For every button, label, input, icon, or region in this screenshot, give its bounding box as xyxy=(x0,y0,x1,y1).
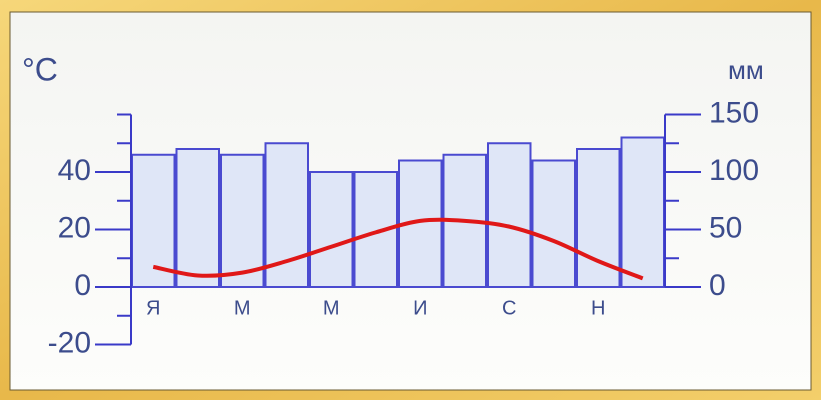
bar xyxy=(531,159,576,288)
bar xyxy=(309,171,354,288)
y2-tick-label: 150 xyxy=(709,96,759,129)
y2-tick-label: 0 xyxy=(709,269,726,302)
x-tick-label: Я xyxy=(146,297,160,319)
x-tick-label: И xyxy=(413,297,427,319)
x-tick-label: М xyxy=(323,297,340,319)
temperature-line xyxy=(152,217,644,281)
y-axis-label: °C xyxy=(22,51,58,87)
y-tick-label: 40 xyxy=(58,154,91,187)
bar xyxy=(620,136,665,288)
y2-tick-label: 100 xyxy=(709,154,759,187)
bar xyxy=(131,153,176,288)
x-tick-label: М xyxy=(234,297,251,319)
bar xyxy=(576,148,621,288)
y-tick-label: 20 xyxy=(58,211,91,244)
y-tick-label: 0 xyxy=(74,269,91,302)
bar xyxy=(175,148,220,288)
x-tick-label: Н xyxy=(591,297,605,319)
bar xyxy=(220,153,265,288)
y2-axis-label: мм xyxy=(728,55,764,85)
x-tick-label: С xyxy=(502,297,516,319)
y-tick-label: -20 xyxy=(48,326,91,359)
y2-tick-label: 50 xyxy=(709,211,742,244)
bar xyxy=(487,142,532,288)
